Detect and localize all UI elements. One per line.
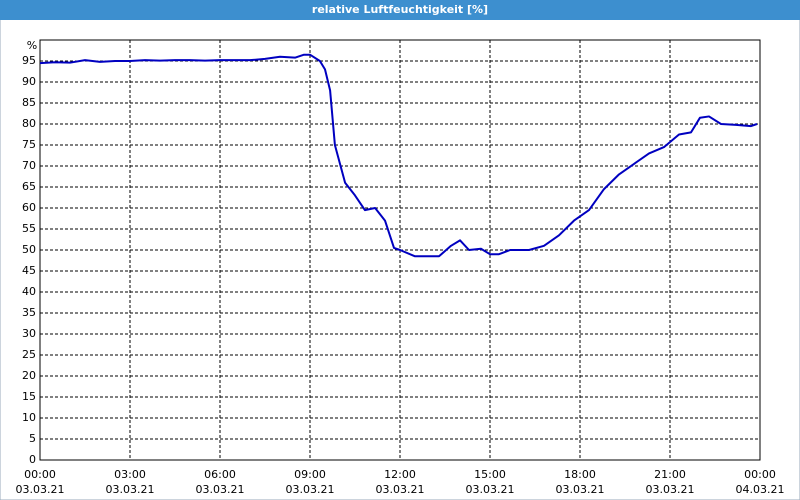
y-tick-label: 10 (22, 411, 36, 424)
data-line (39, 53, 758, 258)
y-tick-label: 50 (22, 243, 36, 256)
x-tick-label: 00:00 (24, 468, 56, 481)
x-tick-label: 15:00 (474, 468, 506, 481)
y-tick-label: 35 (22, 306, 36, 319)
y-tick-label: 55 (22, 222, 36, 235)
x-tick-label: 00:00 (744, 468, 776, 481)
x-tick-date: 03.03.21 (16, 483, 65, 496)
y-tick-label: 45 (22, 264, 36, 277)
y-tick-label: 30 (22, 327, 36, 340)
x-tick-date: 03.03.21 (376, 483, 425, 496)
x-tick-label: 06:00 (204, 468, 236, 481)
y-tick-label: 60 (22, 201, 36, 214)
x-tick-label: 12:00 (384, 468, 416, 481)
x-tick-label: 18:00 (564, 468, 596, 481)
y-tick-label: 5 (29, 432, 36, 445)
x-tick-date: 03.03.21 (106, 483, 155, 496)
x-tick-label: 09:00 (294, 468, 326, 481)
y-tick-label: 70 (22, 159, 36, 172)
y-tick-label: 0 (29, 453, 36, 466)
title-bar (0, 0, 800, 20)
x-tick-date: 03.03.21 (466, 483, 515, 496)
y-tick-label: 90 (22, 75, 36, 88)
y-tick-label: 25 (22, 348, 36, 361)
chart-title: relative Luftfeuchtigkeit [%] (312, 3, 488, 16)
x-tick-date: 03.03.21 (646, 483, 695, 496)
y-tick-label: 95 (22, 54, 36, 67)
x-tick-date: 03.03.21 (196, 483, 245, 496)
y-tick-label: 40 (22, 285, 36, 298)
x-tick-date: 03.03.21 (556, 483, 605, 496)
y-tick-label: 85 (22, 96, 36, 109)
y-tick-label: 65 (22, 180, 36, 193)
x-tick-date: 04.03.21 (736, 483, 785, 496)
y-tick-label: 80 (22, 117, 36, 130)
y-tick-label: 75 (22, 138, 36, 151)
x-tick-label: 03:00 (114, 468, 146, 481)
y-unit: % (27, 39, 37, 52)
y-tick-label: 15 (22, 390, 36, 403)
x-tick-label: 21:00 (654, 468, 686, 481)
x-tick-date: 03.03.21 (286, 483, 335, 496)
y-tick-label: 20 (22, 369, 36, 382)
